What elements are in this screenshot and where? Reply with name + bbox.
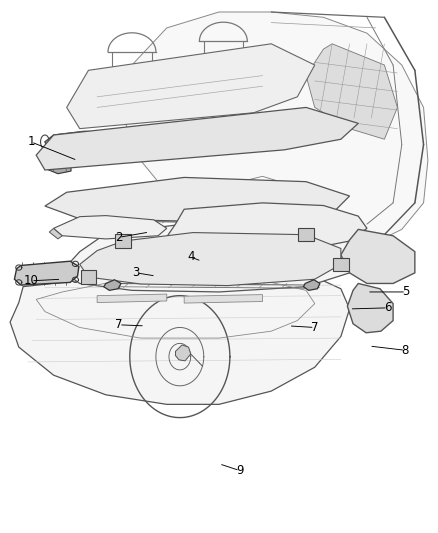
Polygon shape xyxy=(97,294,167,303)
Text: 10: 10 xyxy=(24,274,39,287)
Text: 4: 4 xyxy=(187,251,194,263)
Text: 8: 8 xyxy=(402,344,409,357)
Polygon shape xyxy=(123,12,428,240)
Polygon shape xyxy=(41,150,71,174)
Polygon shape xyxy=(306,44,397,139)
Polygon shape xyxy=(333,257,349,271)
Polygon shape xyxy=(304,280,320,290)
Text: 9: 9 xyxy=(236,464,244,477)
Polygon shape xyxy=(176,345,191,361)
Text: 6: 6 xyxy=(384,301,392,314)
Polygon shape xyxy=(104,280,121,290)
Polygon shape xyxy=(67,44,315,128)
Polygon shape xyxy=(298,228,314,241)
Text: 7: 7 xyxy=(115,318,123,332)
Text: 5: 5 xyxy=(403,286,410,298)
Polygon shape xyxy=(351,289,390,329)
Polygon shape xyxy=(184,295,262,303)
Polygon shape xyxy=(45,177,350,223)
Polygon shape xyxy=(14,261,79,285)
Polygon shape xyxy=(341,229,415,284)
Text: 2: 2 xyxy=(115,231,123,244)
Text: 1: 1 xyxy=(27,135,35,148)
Polygon shape xyxy=(364,304,378,313)
Polygon shape xyxy=(45,131,115,146)
Polygon shape xyxy=(350,240,402,280)
Polygon shape xyxy=(49,228,62,239)
Text: 3: 3 xyxy=(133,266,140,279)
Polygon shape xyxy=(81,270,96,284)
Polygon shape xyxy=(36,108,358,170)
Polygon shape xyxy=(88,216,315,228)
Polygon shape xyxy=(167,203,367,251)
Text: 7: 7 xyxy=(311,321,318,334)
Polygon shape xyxy=(347,284,393,333)
Polygon shape xyxy=(116,235,131,248)
Polygon shape xyxy=(80,232,341,286)
Polygon shape xyxy=(10,266,350,405)
Polygon shape xyxy=(53,216,167,239)
Polygon shape xyxy=(62,224,367,292)
